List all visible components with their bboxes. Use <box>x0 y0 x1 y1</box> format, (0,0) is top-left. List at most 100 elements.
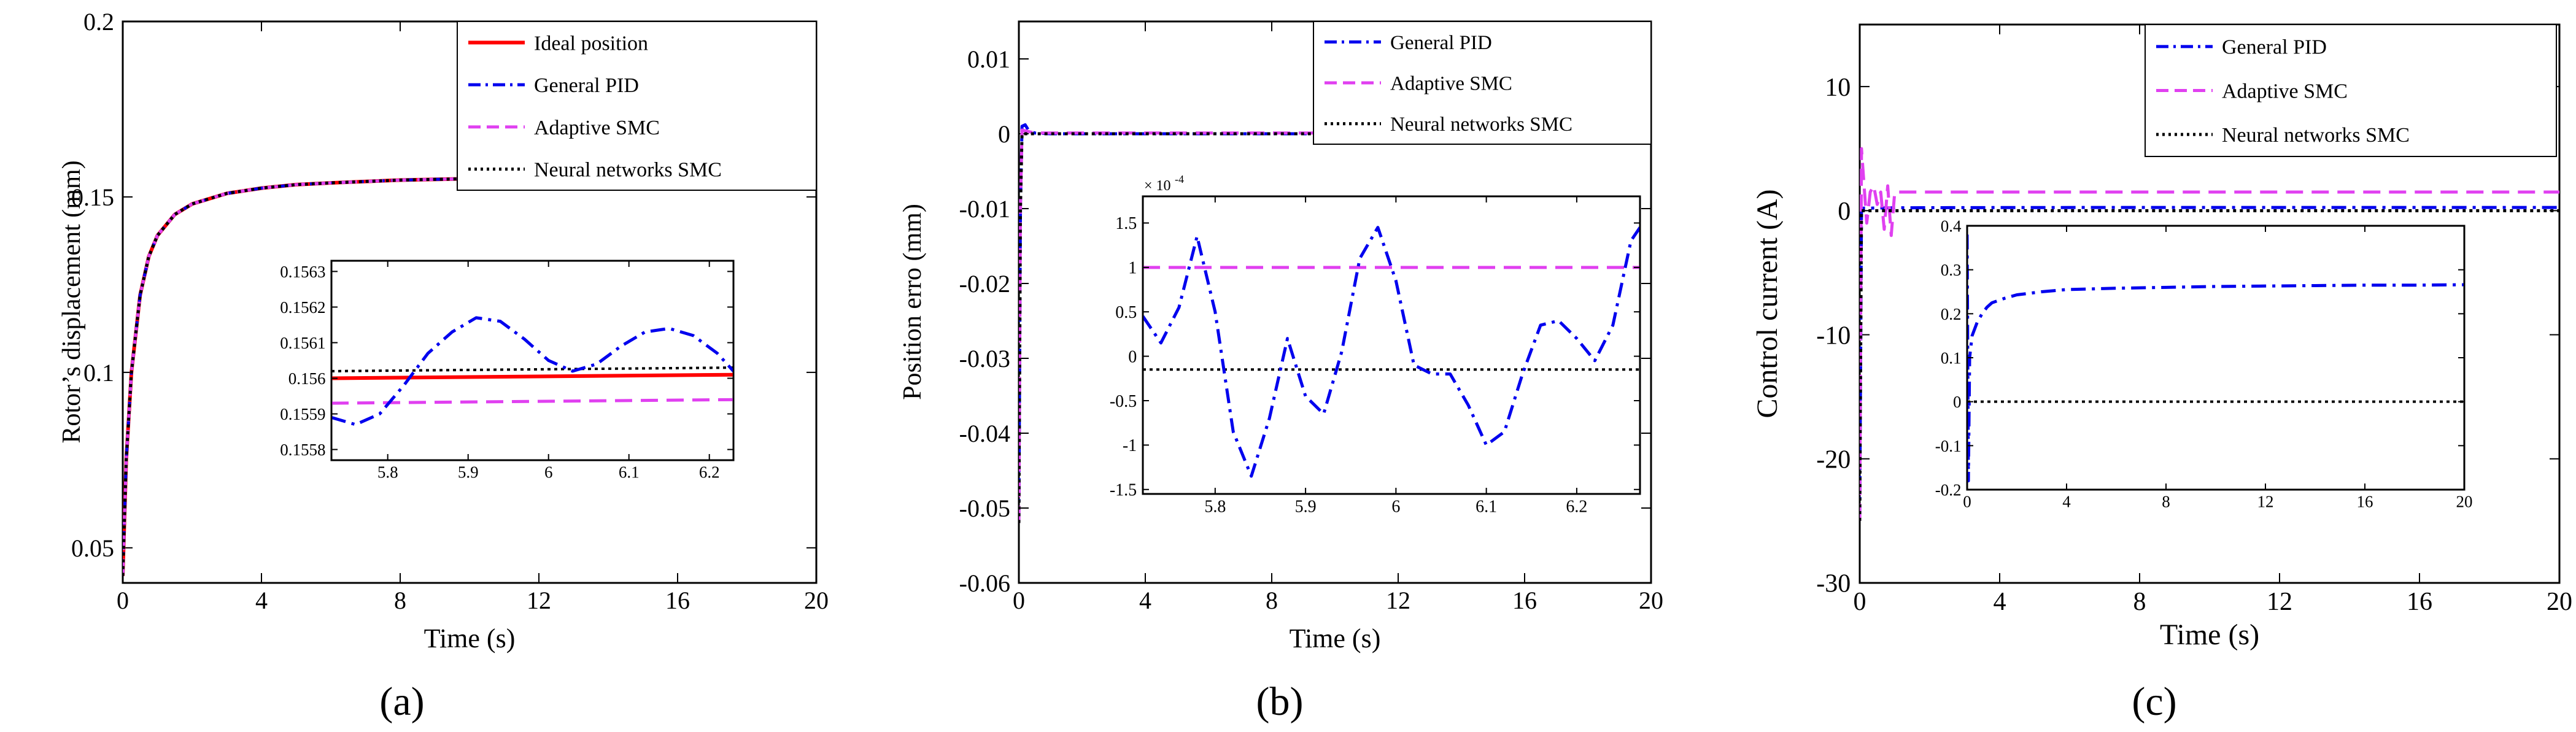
panel-b-inset-multiplier-exp: -4 <box>1175 173 1184 185</box>
panel-a-legend-label: Neural networks SMC <box>534 159 722 182</box>
panel-c-legend-label: General PID <box>2222 36 2327 59</box>
panel-a-xtick-label: 0 <box>117 587 129 614</box>
panel-c-legend-label: Neural networks SMC <box>2222 124 2410 147</box>
panel-a-inset-xtick-label: 6 <box>544 463 553 481</box>
panel-c-inset-xtick-label: 16 <box>2357 492 2373 510</box>
panel-b-label: (b) <box>1256 679 1304 724</box>
panel-b-inset-multiplier: × 10 <box>1144 178 1171 194</box>
panel-b-inset-xtick-label: 6.1 <box>1476 497 1497 516</box>
panel-b-inset-ytick-label: -1.5 <box>1110 481 1137 500</box>
panel-a-inset-ytick-label: 0.1559 <box>280 405 325 423</box>
panel-b-series-adaptive <box>1019 128 1651 523</box>
panel-c-inset-xtick-label: 8 <box>2162 492 2170 510</box>
panel-c-xtick-label: 20 <box>2547 588 2572 616</box>
panel-a-inset-ytick-label: 0.1562 <box>280 298 325 317</box>
panel-a-chart: 0 4 8 12 16 20 0.05 0.1 0.15 0.2 Ideal position Ge… <box>58 8 829 724</box>
panel-a-xlabel: Time (s) <box>424 623 516 653</box>
panel-c-xtick-label: 4 <box>1994 588 2006 616</box>
panel-c-ytick-label: 0 <box>1838 198 1851 226</box>
panel-c-inset-xtick-label: 0 <box>1963 492 1971 510</box>
panel-b-inset-ytick-label: 0 <box>1128 347 1137 366</box>
panel-c-inset-ytick-label: 0.3 <box>1941 261 1962 279</box>
panel-c-ytick-label: -20 <box>1816 445 1851 474</box>
panel-b-inset-series <box>1143 226 1640 478</box>
panel-b-xtick-label: 4 <box>1139 587 1151 614</box>
panel-c-xtick-label: 16 <box>2407 588 2432 616</box>
panel-b-legend-label: General PID <box>1390 32 1492 54</box>
panel-b-ytick-label: 0 <box>998 120 1010 148</box>
panel-b-inset-ytick-label: 1.5 <box>1115 214 1137 233</box>
panel-b-inset-ytick-label: -0.5 <box>1110 392 1137 411</box>
panel-a-inset-xtick-label: 5.9 <box>458 463 479 481</box>
panel-b-inset-ytick-label: -1 <box>1123 436 1137 455</box>
panel-c-xlabel: Time (s) <box>2160 618 2259 651</box>
panel-a-ytick-label: 0.05 <box>71 534 114 562</box>
panel-a-legend-box <box>457 21 817 191</box>
panel-c-series <box>1860 147 2559 521</box>
panel-c-legend-label: Adaptive SMC <box>2222 80 2348 102</box>
panel-a-series-pid <box>123 174 816 576</box>
panel-b-ytick-label: -0.04 <box>959 420 1010 447</box>
panel-a-inset-ytick-label: 0.1561 <box>280 334 325 352</box>
panel-b-ytick-label: -0.05 <box>959 495 1010 522</box>
panel-c-inset-border <box>1966 225 2466 491</box>
panel-a-inset-xtick-label: 6.2 <box>699 463 720 481</box>
panel-b-inset-ytick-label: 1 <box>1128 259 1137 278</box>
panel-a-label: (a) <box>379 679 424 724</box>
panel-b-legend: General PID Adaptive SMC Neural networks S… <box>1313 21 1652 145</box>
panel-a-inset-series-ideal <box>331 372 733 380</box>
panel-c-chart: 0 4 8 12 16 20 -30 -20 -10 0 10 General PID Adaptiv… <box>1751 23 2572 724</box>
panel-b-xtick-label: 0 <box>1013 587 1025 614</box>
panel-a-inset-series <box>331 316 733 426</box>
panel-b-ytick-label: -0.03 <box>959 345 1010 372</box>
panel-c-inset-ytick-label: 0.2 <box>1941 305 1962 323</box>
panel-a-inset-ytick-label: 0.156 <box>288 369 326 388</box>
panel-a-ylabel: Rotor’s displacement (mm) <box>58 160 86 443</box>
panel-c-ytick-label: -10 <box>1816 322 1851 350</box>
panel-b-inset-xtick-label: 5.9 <box>1295 497 1317 516</box>
panel-b-ytick-label: -0.01 <box>959 195 1010 223</box>
panel-c-series-adaptive <box>1860 147 2559 521</box>
panel-a-ytick-label: 0.2 <box>83 8 114 36</box>
panel-b-inset-xtick-label: 5.8 <box>1204 497 1226 516</box>
panel-b-xlabel: Time (s) <box>1290 623 1381 653</box>
panel-c-inset-xtick-label: 4 <box>2062 492 2071 510</box>
panel-a-inset-xtick-label: 6.1 <box>619 463 640 481</box>
panel-c-inset: 0 4 8 12 16 20 -0.2 -0.1 0 0.1 0.2 0.3 0.4 <box>1935 217 2473 510</box>
panel-c-xtick-label: 12 <box>2267 588 2292 616</box>
panel-c-series-neural <box>1860 209 2559 521</box>
panel-b-inset-xtick-label: 6.2 <box>1566 497 1587 516</box>
panel-b-ytick-label: -0.06 <box>959 569 1010 597</box>
panel-c-ylabel: Control current (A) <box>1751 189 1784 418</box>
panel-a-inset-border <box>330 260 735 461</box>
panel-a-inset-ytick-label: 0.1563 <box>280 263 325 281</box>
panel-a-inset-xtick-label: 5.8 <box>377 463 398 481</box>
panel-b-legend-label: Neural networks SMC <box>1390 114 1572 136</box>
panel-a-inset-frame <box>330 260 735 461</box>
panel-b-xtick-label: 16 <box>1512 587 1537 614</box>
panel-b-series-neural <box>1019 132 1651 523</box>
panel-c-inset-series-pid <box>1967 234 2464 483</box>
panel-c-inset-ytick-label: 0.1 <box>1941 349 1962 367</box>
panel-a-inset-ytick-label: 0.1558 <box>280 441 325 459</box>
panel-c-inset-xtick-label: 12 <box>2257 492 2274 510</box>
panel-c-xtick-label: 0 <box>1854 588 1866 616</box>
panel-a-xtick-label: 16 <box>665 587 690 614</box>
panel-a-inset: 5.8 5.9 6 6.1 6.2 0.1558 0.1559 0.156 0.1561 0.15… <box>280 260 735 481</box>
panel-a-xtick-label: 12 <box>527 587 551 614</box>
panel-c-series-pid <box>1860 206 2559 521</box>
panel-b-chart: 0 4 8 12 16 20-0.06-0.05-0.04-0.03-0.02-0.010… <box>899 20 1663 724</box>
panel-b-inset-ytick-label: 0.5 <box>1115 303 1137 322</box>
panel-a-legend: Ideal position General PID Adaptive SMC Neu… <box>457 21 817 191</box>
panel-c-legend: General PID Adaptive SMC Neural networks S… <box>2145 24 2557 157</box>
panel-c-ytick-label: -30 <box>1816 570 1851 598</box>
panel-c-inset-frame <box>1966 225 2466 491</box>
panel-c-label: (c) <box>2132 679 2176 724</box>
panel-c-inset-ytick-label: 0 <box>1953 393 1962 411</box>
panel-a-inset-series-adaptive <box>331 398 733 405</box>
panel-b-ytick-label: -0.02 <box>959 270 1010 298</box>
panel-c-ytick-label: 10 <box>1825 74 1851 102</box>
panel-b-inset-border <box>1142 195 1641 495</box>
panel-b-legend-label: Adaptive SMC <box>1390 73 1512 95</box>
